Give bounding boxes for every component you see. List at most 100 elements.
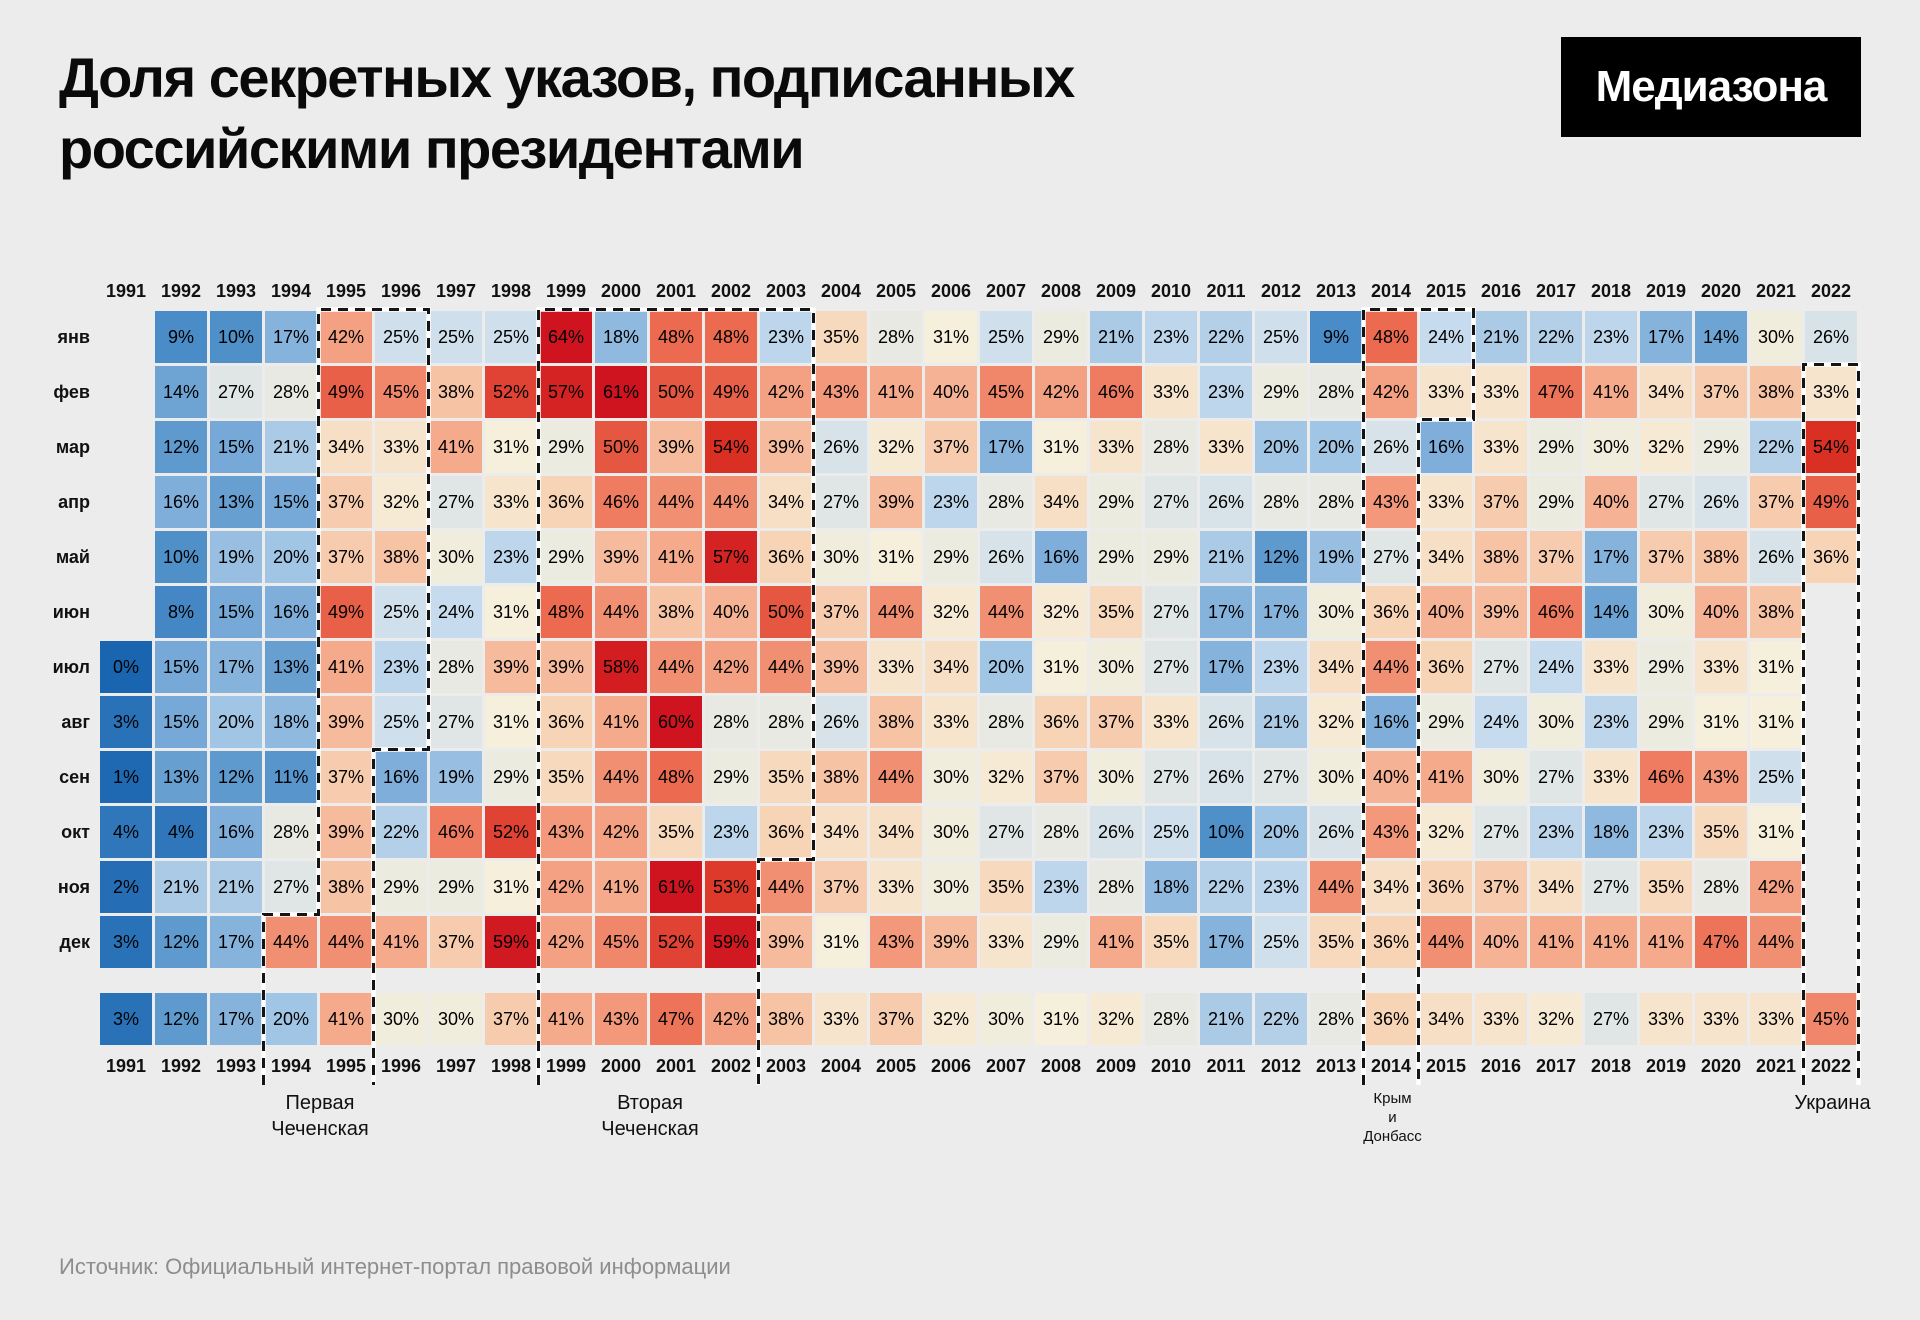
heatmap-cell: 39%	[540, 641, 592, 693]
heatmap-cell: 37%	[815, 586, 867, 638]
heatmap-cell: 4%	[100, 806, 152, 858]
heatmap-cell: 11%	[265, 751, 317, 803]
heatmap-cell: 29%	[1640, 696, 1692, 748]
heatmap-cell: 46%	[1530, 586, 1582, 638]
heatmap-cell: 3%	[100, 696, 152, 748]
heatmap-cell: 29%	[1695, 421, 1747, 473]
heatmap-cell: 44%	[650, 641, 702, 693]
heatmap-cell: 41%	[870, 366, 922, 418]
year-label-bottom: 2013	[1315, 1056, 1357, 1076]
heatmap-cell: 46%	[595, 476, 647, 528]
heatmap-cell: 32%	[980, 751, 1032, 803]
heatmap-cell: 28%	[980, 696, 1032, 748]
heatmap-cell: 13%	[155, 751, 207, 803]
year-label-bottom: 1999	[545, 1056, 587, 1076]
heatmap-cell: 33%	[1420, 476, 1472, 528]
heatmap-cell: 26%	[815, 696, 867, 748]
year-label-top: 2015	[1425, 281, 1467, 301]
heatmap-cell: 57%	[705, 531, 757, 583]
yearly-summary-cell: 20%	[265, 993, 317, 1045]
year-label-bottom: 1998	[490, 1056, 532, 1076]
heatmap-cell: 30%	[815, 531, 867, 583]
heatmap-cell: 50%	[760, 586, 812, 638]
heatmap-cell: 41%	[1530, 916, 1582, 968]
heatmap-cell: 32%	[1640, 421, 1692, 473]
heatmap-cell: 29%	[1530, 421, 1582, 473]
year-label-top: 1994	[270, 281, 312, 301]
year-label-top: 1995	[325, 281, 367, 301]
heatmap-cell: 30%	[1750, 311, 1802, 363]
heatmap-cell: 32%	[1035, 586, 1087, 638]
heatmap-cell: 21%	[155, 861, 207, 913]
heatmap-cell: 17%	[265, 311, 317, 363]
heatmap-cell: 27%	[1475, 641, 1527, 693]
heatmap-cell: 32%	[1420, 806, 1472, 858]
heatmap-cell: 36%	[1365, 916, 1417, 968]
heatmap-cell: 20%	[265, 531, 317, 583]
year-label-top: 2021	[1755, 281, 1797, 301]
heatmap-cell: 43%	[1365, 806, 1417, 858]
yearly-summary-cell: 30%	[430, 993, 482, 1045]
heatmap-cell: 36%	[760, 806, 812, 858]
heatmap-cell: 17%	[1200, 641, 1252, 693]
heatmap-cell: 27%	[1365, 531, 1417, 583]
heatmap-cell: 31%	[1750, 806, 1802, 858]
heatmap-cell: 20%	[1310, 421, 1362, 473]
heatmap-cell: 35%	[1640, 861, 1692, 913]
yearly-summary-cell: 34%	[1420, 993, 1472, 1045]
year-label-bottom: 1995	[325, 1056, 367, 1076]
heatmap-cell: 39%	[650, 421, 702, 473]
heatmap-cell: 48%	[540, 586, 592, 638]
heatmap-cell: 26%	[1090, 806, 1142, 858]
year-label-bottom: 2002	[710, 1056, 752, 1076]
heatmap-cell: 43%	[815, 366, 867, 418]
heatmap-cell: 44%	[980, 586, 1032, 638]
heatmap-cell: 45%	[375, 366, 427, 418]
heatmap-cell: 29%	[1255, 366, 1307, 418]
heatmap-cell: 33%	[1585, 751, 1637, 803]
heatmap-cell: 25%	[1750, 751, 1802, 803]
heatmap-cell: 38%	[815, 751, 867, 803]
heatmap-cell: 42%	[760, 366, 812, 418]
heatmap-cell: 28%	[870, 311, 922, 363]
heatmap-cell: 29%	[1530, 476, 1582, 528]
heatmap-cell: 34%	[320, 421, 372, 473]
heatmap-cell: 33%	[980, 916, 1032, 968]
heatmap-cell: 13%	[210, 476, 262, 528]
heatmap-cell: 46%	[430, 806, 482, 858]
year-label-top: 2001	[655, 281, 697, 301]
month-label: апр	[58, 491, 90, 512]
heatmap-cell: 22%	[1750, 421, 1802, 473]
page-title-line2: российскими президентами	[59, 117, 805, 181]
heatmap-cell: 17%	[1585, 531, 1637, 583]
page-title: Доля секретных указов, подписанных росси…	[59, 42, 1075, 184]
heatmap-cell: 31%	[485, 696, 537, 748]
heatmap-cell: 38%	[430, 366, 482, 418]
heatmap-cell: 28%	[265, 366, 317, 418]
heatmap-cell: 17%	[210, 916, 262, 968]
heatmap-cell: 35%	[815, 311, 867, 363]
heatmap-cell: 53%	[705, 861, 757, 913]
year-label-bottom: 2012	[1260, 1056, 1302, 1076]
month-label: июн	[52, 601, 90, 622]
heatmap-cell: 39%	[485, 641, 537, 693]
heatmap-cell: 28%	[1255, 476, 1307, 528]
yearly-summary-cell: 27%	[1585, 993, 1637, 1045]
heatmap-cell: 28%	[430, 641, 482, 693]
heatmap-cell: 41%	[595, 861, 647, 913]
heatmap-cell: 49%	[320, 366, 372, 418]
heatmap-cell: 22%	[375, 806, 427, 858]
heatmap-cell: 23%	[1255, 861, 1307, 913]
heatmap-cell: 22%	[1200, 861, 1252, 913]
year-label-top: 1997	[435, 281, 477, 301]
heatmap-cell: 36%	[1035, 696, 1087, 748]
heatmap-cell: 37%	[320, 751, 372, 803]
heatmap-cell: 9%	[1310, 311, 1362, 363]
heatmap-cell: 27%	[265, 861, 317, 913]
heatmap-cell: 16%	[155, 476, 207, 528]
year-label-bottom: 2007	[985, 1056, 1027, 1076]
heatmap-cell: 16%	[1420, 421, 1472, 473]
heatmap-cell: 25%	[430, 311, 482, 363]
annotation-label: Украина	[1794, 1092, 1871, 1114]
yearly-summary-cell: 47%	[650, 993, 702, 1045]
